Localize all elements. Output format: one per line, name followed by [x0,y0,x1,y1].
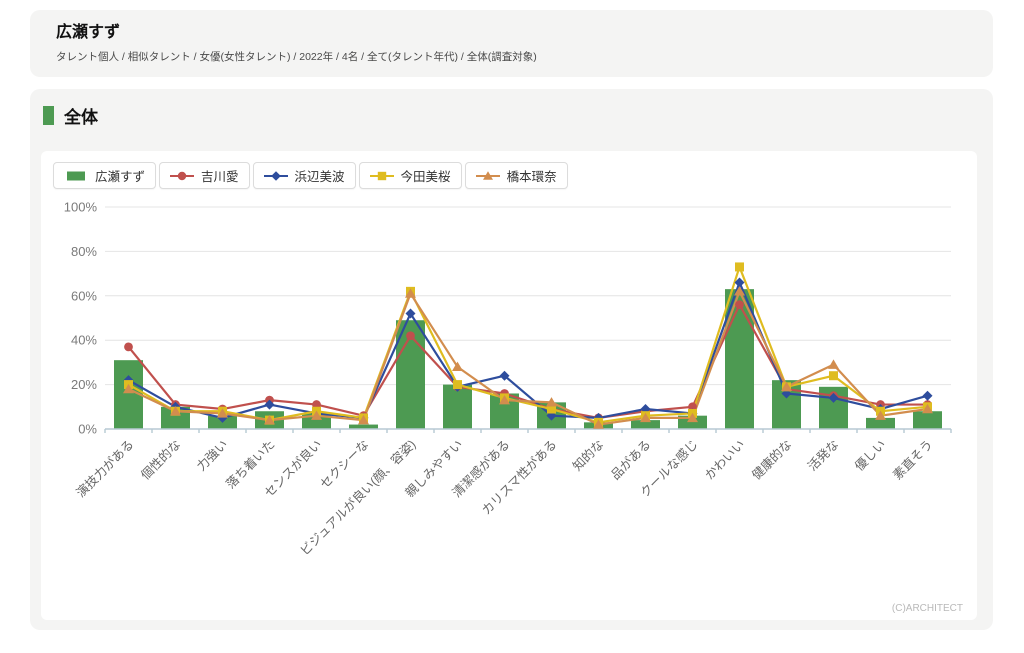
x-category-label: 品がある [608,437,654,483]
marker-triangle-hashimoto-kanna [217,408,228,418]
y-tick-label: 80% [71,244,97,259]
marker-diamond-hamabe-minami [499,370,510,381]
marker-triangle-hashimoto-kanna [358,414,369,425]
marker-triangle-hashimoto-kanna [687,412,698,423]
marker-square-imada-mio [829,371,838,381]
x-category-label: かわいい [702,437,747,482]
legend-label: 吉川愛 [201,170,239,184]
x-category-label: 健康的な [749,437,795,483]
marker-square-imada-mio [453,380,462,390]
y-tick-label: 20% [71,377,97,392]
bar-hirose-suzu [631,420,660,429]
page-title: 広瀬すず [56,24,121,41]
marker-diamond-hamabe-minami [922,390,933,401]
legend-shape [482,170,493,180]
legend-shape [177,171,187,180]
marker-square-imada-mio [547,404,556,414]
marker-circle-yoshikawa-ai [406,331,415,341]
report-card: 全体 広瀬すず 吉川愛 浜辺美波 今田美桜 橋本環奈 0% 20% 40% 60% 80% 100… [30,89,993,630]
legend-shape [270,170,281,181]
marker-triangle-hashimoto-kanna [170,406,181,416]
marker-circle-yoshikawa-ai [735,300,744,310]
marker-triangle-hashimoto-kanna [593,419,604,429]
marker-triangle-hashimoto-kanna [828,359,839,369]
y-tick-label: 60% [71,288,97,303]
header-card: 広瀬すず タレント個人 / 相似タレント / 女優(女性タレント) / 2022… [30,10,993,77]
x-category-label: 優しい [852,437,888,473]
legend-item-yoshikawa-ai[interactable]: 吉川愛 [159,162,250,189]
marker-triangle-hashimoto-kanna [781,381,792,392]
bar-hirose-suzu [443,384,472,429]
bar-hirose-suzu [866,417,895,429]
legend-swatch [67,171,85,180]
marker-triangle-hashimoto-kanna [640,412,651,423]
x-category-label: 力強い [194,437,230,473]
legend-marker-circle-icon [170,171,195,180]
line-hashimoto-kanna [128,290,928,426]
y-tick-label: 100% [64,200,98,215]
legend-item-hashimoto-kanna[interactable]: 橋本環奈 [464,162,568,189]
legend-item-hirose-suzu[interactable]: 広瀬すず [53,162,157,189]
legend-marker-diamond-icon [263,170,288,181]
legend-label: 橋本環奈 [506,170,557,184]
marker-triangle-hashimoto-kanna [311,410,322,420]
bar-hirose-suzu [913,411,942,429]
x-category-label: 個性的な [138,437,184,483]
line-imada-mio [127,265,928,424]
marker-triangle-hashimoto-kanna [264,414,275,425]
legend-item-hamabe-minami[interactable]: 浜辺美波 [252,162,356,189]
legend-label: 今田美桜 [400,170,451,184]
marker-square-imada-mio [735,262,744,272]
legend-item-imada-mio[interactable]: 今田美桜 [358,162,462,189]
x-category-label: 活発な [805,437,841,473]
breadcrumb: タレント個人 / 相似タレント / 女優(女性タレント) / 2022年 / 4… [56,51,537,64]
legend-shape [377,171,386,180]
legend-marker-triangle-icon [475,170,500,180]
marker-triangle-hashimoto-kanna [734,286,745,296]
y-tick-label: 0% [78,422,97,437]
section-bullet-icon [43,106,54,125]
marker-diamond-hamabe-minami [734,277,745,288]
section-head: 全体 [43,103,98,128]
footer-credit: (C)ARCHITECT [891,603,963,614]
combo-chart: 0%20%40%60%80%100%演技力がある 個性的な 力強い落ち着いたセンスが… [64,200,952,558]
chart-legend: 広瀬すず 吉川愛 浜辺美波 今田美桜 橋本環奈 [53,162,568,189]
legend-label: 広瀬すず [95,170,146,184]
marker-triangle-hashimoto-kanna [123,383,134,394]
marker-diamond-hamabe-minami [828,392,839,403]
marker-triangle-hashimoto-kanna [875,410,886,420]
x-category-label: 知的な [569,437,606,474]
line-hamabe-minami [127,281,928,419]
section-title: 全体 [64,108,98,127]
marker-triangle-hashimoto-kanna [405,288,416,298]
marker-triangle-hashimoto-kanna [922,403,933,414]
legend-marker-bar-icon [67,171,85,180]
marker-diamond-hamabe-minami [781,388,792,399]
marker-circle-yoshikawa-ai [124,342,133,352]
marker-diamond-hamabe-minami [640,404,651,415]
chart-panel: 広瀬すず 吉川愛 浜辺美波 今田美桜 橋本環奈 0% 20% 40% 60% 80% 100% 演技… [41,151,977,620]
x-category-label: 演技力がある [73,437,137,501]
marker-diamond-hamabe-minami [405,308,416,319]
marker-triangle-hashimoto-kanna [499,394,510,405]
marker-triangle-hashimoto-kanna [546,397,557,407]
legend-label: 浜辺美波 [294,170,345,184]
x-category-label: 素直そう [890,437,935,482]
legend-marker-square-icon [369,171,394,180]
bar-hirose-suzu [349,424,378,429]
marker-triangle-hashimoto-kanna [452,361,463,372]
y-tick-label: 40% [71,333,97,348]
bar-hirose-suzu [678,415,707,429]
marker-diamond-hamabe-minami [264,399,275,410]
